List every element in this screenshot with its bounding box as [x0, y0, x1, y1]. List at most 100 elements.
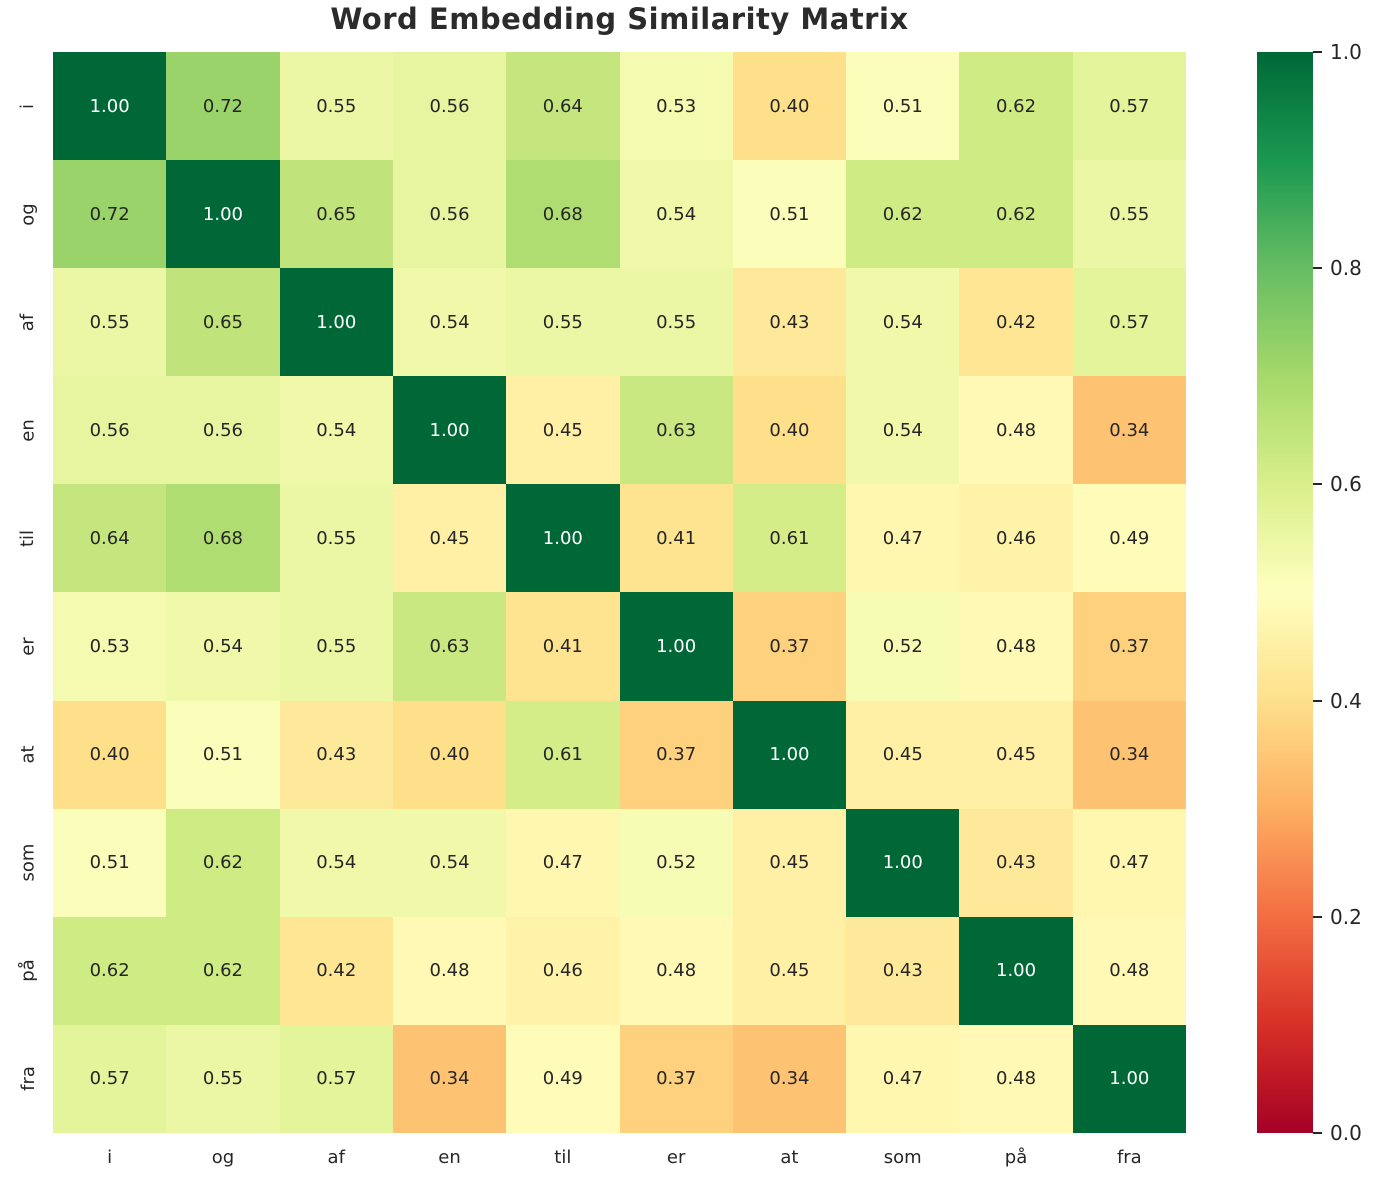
x-tick-label: en	[438, 1146, 461, 1168]
colorbar-tickmark	[1313, 1132, 1322, 1134]
heatmap-cell: 0.72	[166, 52, 280, 161]
heatmap-cell: 0.57	[1072, 52, 1186, 161]
heatmap-cell: 0.54	[166, 592, 280, 701]
heatmap-cell: 0.51	[53, 808, 167, 917]
y-tick-label: i	[17, 103, 39, 109]
y-tick-label: en	[17, 419, 39, 442]
heatmap-cell: 0.65	[166, 268, 280, 377]
heatmap-cell: 0.46	[959, 484, 1073, 593]
heatmap-cell: 0.40	[732, 52, 847, 161]
heatmap-cell: 0.64	[53, 484, 167, 593]
heatmap-cell: 0.41	[506, 592, 620, 701]
heatmap-cell: 0.45	[959, 700, 1073, 809]
heatmap-cell: 0.48	[1072, 916, 1186, 1025]
heatmap-cell: 0.47	[846, 484, 960, 593]
y-tick-label: og	[17, 202, 39, 226]
heatmap-cell: 0.34	[1072, 376, 1186, 485]
heatmap-cell: 0.54	[846, 376, 960, 485]
heatmap-cell: 0.45	[392, 484, 507, 593]
heatmap-cell: 0.68	[166, 484, 280, 593]
heatmap-cell: 0.54	[392, 268, 507, 377]
heatmap-cell: 0.63	[619, 376, 733, 485]
heatmap-cell: 0.41	[619, 484, 733, 593]
heatmap-cell: 0.56	[392, 52, 507, 161]
heatmap-cell: 0.43	[732, 268, 847, 377]
heatmap-cell: 0.61	[732, 484, 847, 593]
heatmap-cell: 0.55	[619, 268, 733, 377]
heatmap-cell: 0.42	[959, 268, 1073, 377]
heatmap-cell: 0.52	[619, 808, 733, 917]
heatmap-cell: 0.48	[959, 592, 1073, 701]
y-tick-label: af	[17, 313, 39, 331]
chart-title: Word Embedding Similarity Matrix	[330, 2, 909, 36]
heatmap-cell: 0.42	[279, 916, 393, 1025]
heatmap-cell: 0.45	[732, 808, 847, 917]
heatmap-cell: 0.53	[53, 592, 167, 701]
heatmap-cell: 1.00	[506, 484, 620, 593]
heatmap-cell: 0.62	[846, 160, 960, 269]
x-tick-label: er	[666, 1146, 686, 1168]
heatmap-cell: 1.00	[279, 268, 393, 377]
heatmap-cell: 1.00	[1072, 1024, 1186, 1133]
heatmap-cell: 0.62	[53, 916, 167, 1025]
x-tick-label: som	[883, 1146, 922, 1168]
heatmap: 1.00 0.72 0.55 0.56 0.64 0.53 0.40 0.51 0.62 0.57…	[53, 52, 1186, 1133]
heatmap-cell: 0.55	[53, 268, 167, 377]
heatmap-cell: 1.00	[53, 52, 167, 161]
x-tick-label: og	[211, 1146, 235, 1168]
heatmap-cell: 0.54	[279, 808, 393, 917]
colorbar-tickmark	[1313, 267, 1322, 270]
heatmap-cell: 0.57	[279, 1024, 393, 1133]
heatmap-cell: 0.54	[279, 376, 393, 485]
heatmap-cell: 0.37	[619, 1024, 733, 1133]
heatmap-cell: 0.48	[959, 1024, 1073, 1133]
y-tick-label: fra	[17, 1066, 39, 1092]
heatmap-cell: 0.48	[619, 916, 733, 1025]
heatmap-cell: 0.45	[506, 376, 620, 485]
heatmap-cell: 1.00	[619, 592, 733, 701]
heatmap-cell: 0.34	[1072, 700, 1186, 809]
heatmap-cell: 0.51	[846, 52, 960, 161]
y-tick-label: at	[17, 745, 39, 764]
y-tick-label: på	[17, 959, 39, 983]
colorbar-tick-label: 0.4	[1330, 688, 1362, 713]
x-tick-label: til	[554, 1146, 572, 1168]
heatmap-cell: 0.47	[506, 808, 620, 917]
heatmap-cell: 0.34	[732, 1024, 847, 1133]
heatmap-cell: 0.34	[392, 1024, 507, 1133]
heatmap-cell: 0.45	[732, 916, 847, 1025]
colorbar-tick-label: 0.6	[1330, 472, 1362, 497]
heatmap-cell: 0.68	[506, 160, 620, 269]
heatmap-cell: 0.47	[1072, 808, 1186, 917]
heatmap-cell: 0.72	[53, 160, 167, 269]
heatmap-cell: 0.40	[53, 700, 167, 809]
y-tick-label: som	[17, 843, 39, 882]
heatmap-cell: 1.00	[846, 808, 960, 917]
heatmap-cell: 0.55	[506, 268, 620, 377]
heatmap-cell: 0.49	[506, 1024, 620, 1133]
heatmap-cell: 0.46	[506, 916, 620, 1025]
heatmap-cell: 0.61	[506, 700, 620, 809]
heatmap-cell: 0.43	[846, 916, 960, 1025]
colorbar-tickmark	[1313, 915, 1322, 918]
heatmap-cell: 0.54	[846, 268, 960, 377]
heatmap-cell: 0.55	[166, 1024, 280, 1133]
colorbar-tick-label: 0.0	[1330, 1121, 1362, 1145]
heatmap-cell: 0.65	[279, 160, 393, 269]
heatmap-cell: 1.00	[959, 916, 1073, 1025]
heatmap-cell: 0.57	[1072, 268, 1186, 377]
heatmap-cell: 0.43	[959, 808, 1073, 917]
heatmap-cell: 0.54	[619, 160, 733, 269]
heatmap-cell: 0.55	[1072, 160, 1186, 269]
heatmap-cell: 0.62	[166, 916, 280, 1025]
heatmap-cell: 0.48	[392, 916, 507, 1025]
y-tick-label: er	[17, 637, 39, 656]
heatmap-cell: 0.64	[506, 52, 620, 161]
y-tick-label: til	[17, 529, 39, 547]
heatmap-cell: 0.37	[1072, 592, 1186, 701]
colorbar-tick-label: 0.2	[1330, 904, 1362, 929]
heatmap-cell: 0.56	[392, 160, 507, 269]
heatmap-cell: 0.40	[392, 700, 507, 809]
colorbar-tickmark	[1313, 51, 1322, 53]
heatmap-cell: 0.62	[166, 808, 280, 917]
